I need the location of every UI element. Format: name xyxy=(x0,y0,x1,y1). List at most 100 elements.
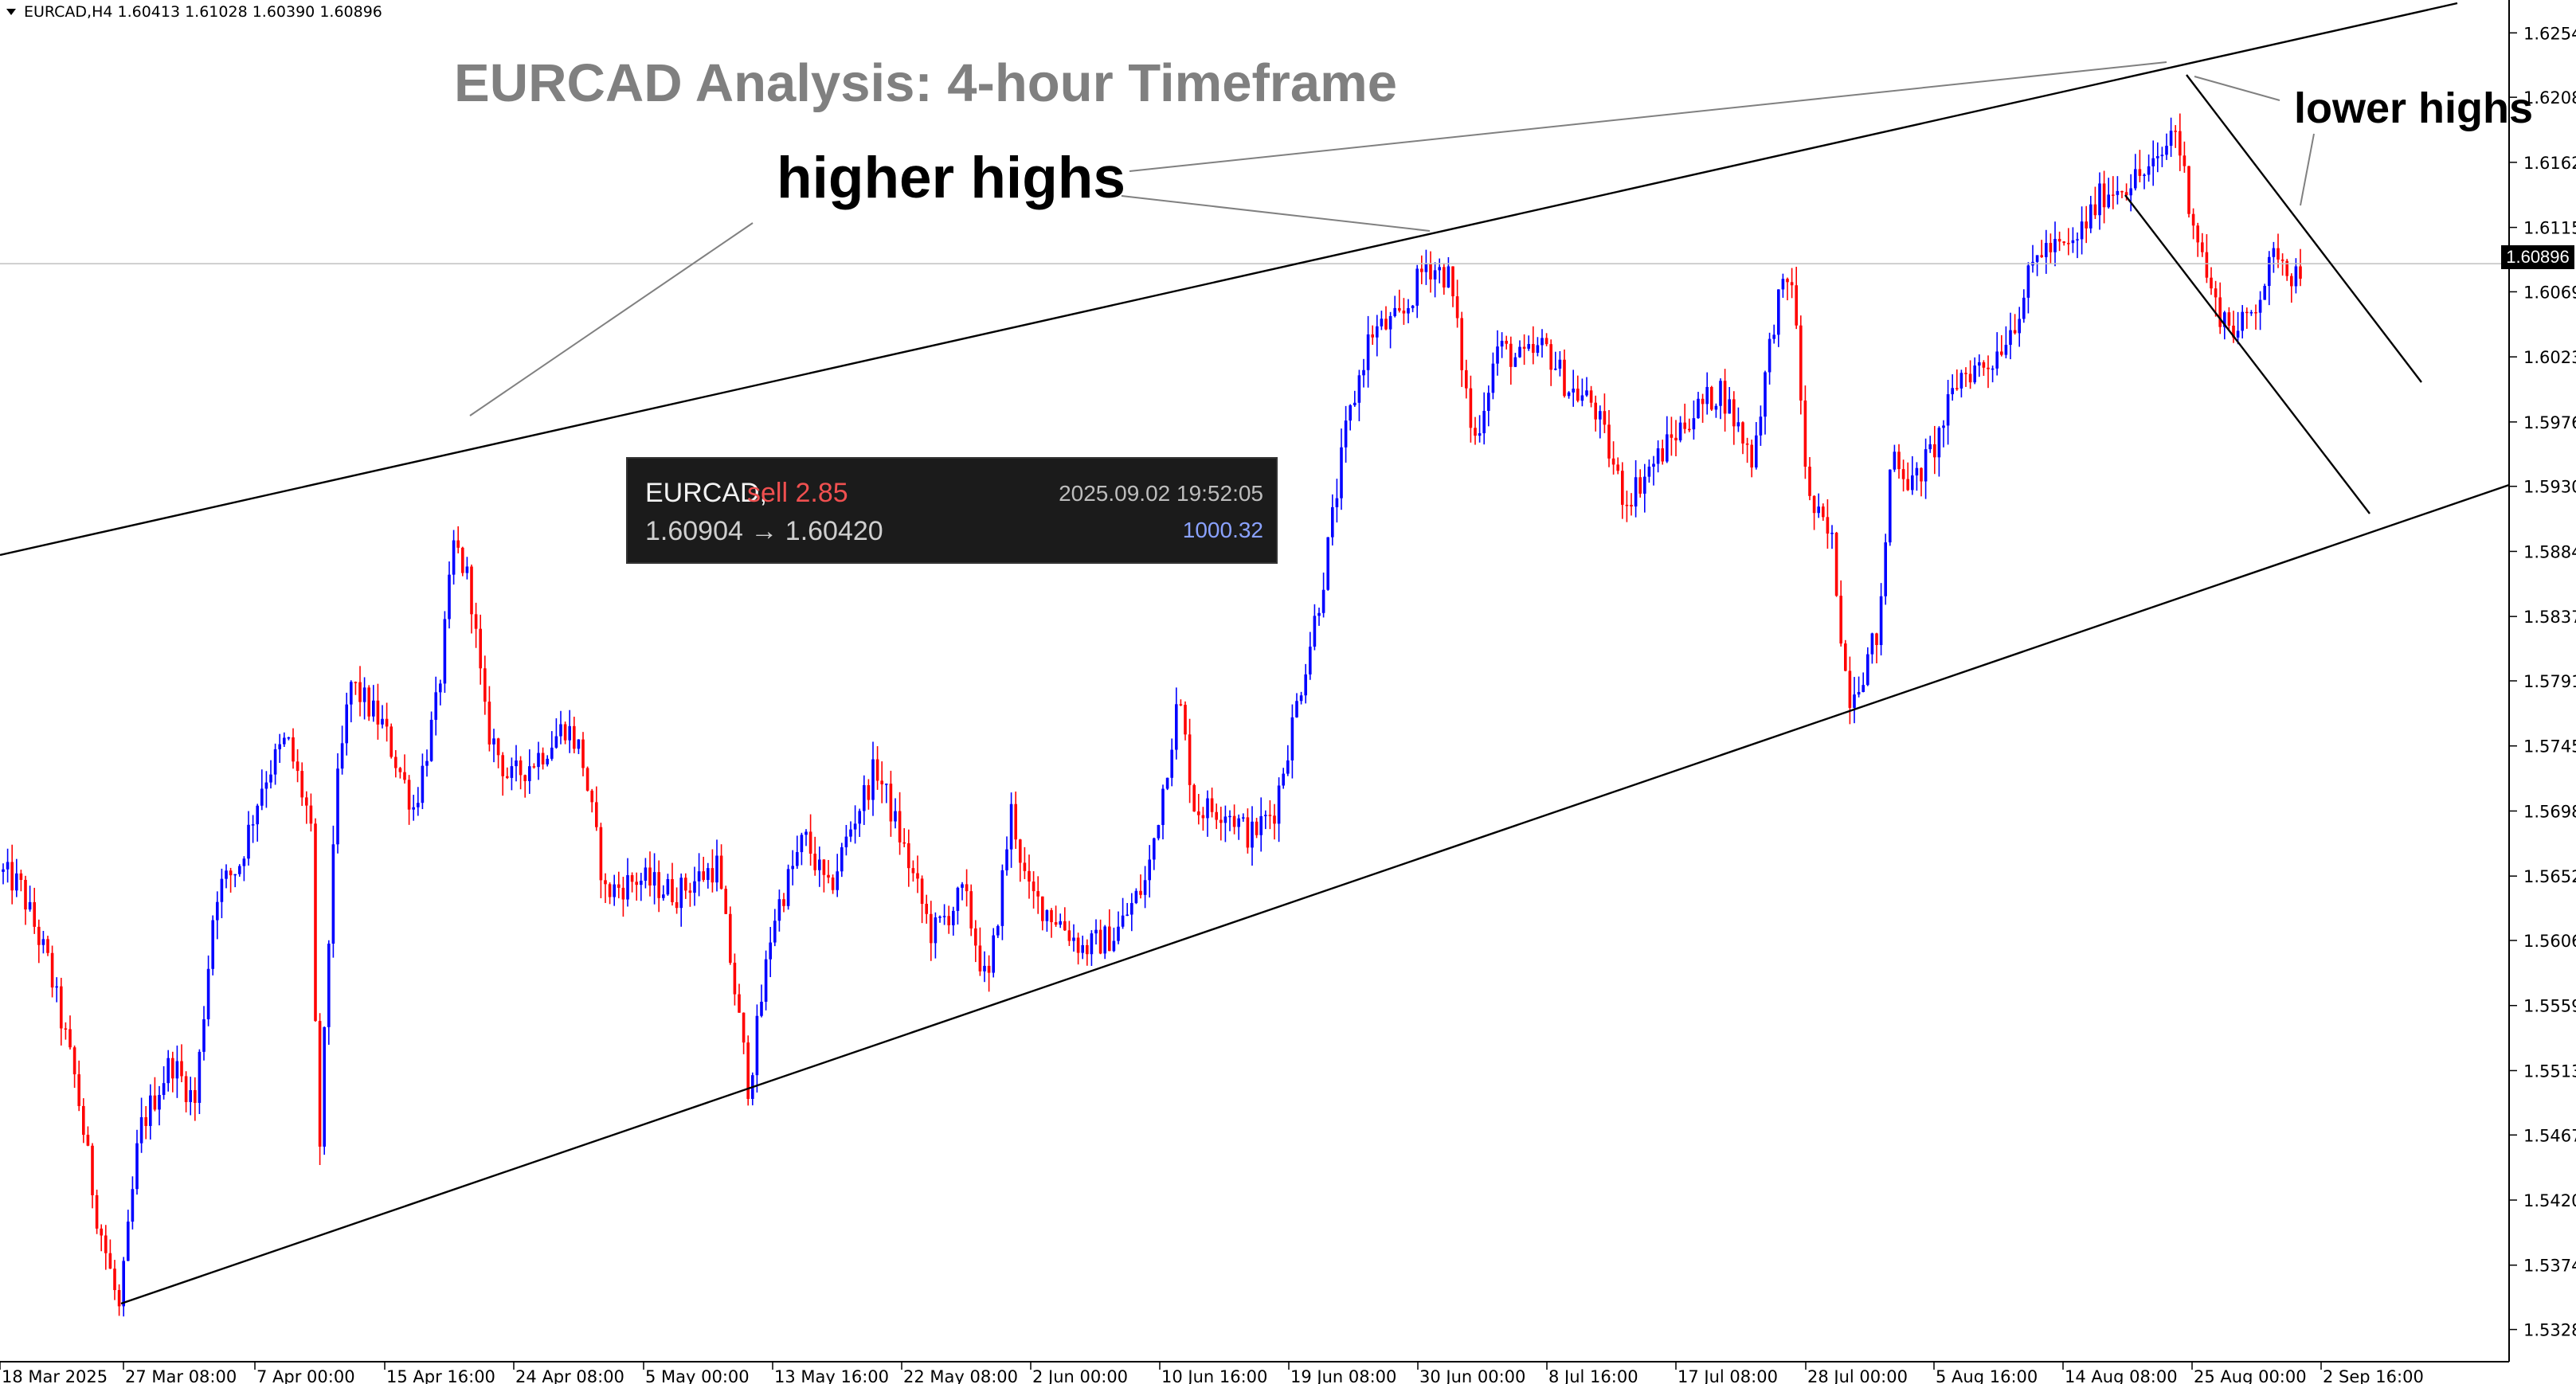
candle-body xyxy=(1175,704,1178,750)
candle-body xyxy=(1741,422,1744,444)
candle-body xyxy=(2102,183,2106,208)
candle-body xyxy=(1920,467,1923,482)
candle-body xyxy=(421,765,425,803)
candle-body xyxy=(813,854,816,870)
candle-body xyxy=(532,766,536,768)
candle-body xyxy=(1942,425,1945,428)
candle-body xyxy=(439,683,442,693)
candle-body xyxy=(1393,307,1396,316)
candle-body xyxy=(1210,798,1214,812)
candle-body xyxy=(1607,424,1611,459)
candle-body xyxy=(853,823,857,830)
candle-body xyxy=(595,802,598,827)
menu-triangle-icon[interactable] xyxy=(6,9,16,15)
candle-body xyxy=(2085,221,2088,229)
candle-body xyxy=(1371,334,1374,338)
candle-body xyxy=(796,852,799,866)
candle-body xyxy=(2107,194,2110,208)
candle-body xyxy=(1086,944,1089,955)
x-tick-label: 2 Sep 16:00 xyxy=(2323,1367,2424,1384)
candle-body xyxy=(1326,537,1329,590)
candle-body xyxy=(452,540,456,575)
candle-body xyxy=(1968,373,1972,383)
candle-body xyxy=(563,724,567,741)
candle-body xyxy=(1772,334,1775,339)
candle-body xyxy=(1255,821,1259,835)
candle-body xyxy=(2187,166,2190,214)
candle-body xyxy=(407,780,411,810)
candle-body xyxy=(461,547,464,573)
candle-body xyxy=(573,725,576,749)
candle-body xyxy=(590,790,593,803)
candle-body xyxy=(1321,589,1325,613)
candle-body xyxy=(1228,815,1231,818)
candle-body xyxy=(1884,542,1887,596)
trade-side: sell 2.85 xyxy=(747,478,848,508)
candle-body xyxy=(916,873,919,879)
candle-body xyxy=(742,1012,746,1043)
candle-body xyxy=(1924,449,1928,482)
candle-body xyxy=(1402,311,1406,314)
candle-body xyxy=(1505,340,1508,344)
candle-body xyxy=(1643,476,1646,494)
candle-body xyxy=(662,894,665,898)
trade-symbol: EURCAD, xyxy=(645,478,768,508)
candle-body xyxy=(1067,930,1071,941)
candle-body xyxy=(1206,798,1209,819)
candle-body xyxy=(1991,368,1995,370)
candle-body xyxy=(1340,447,1343,498)
candle-body xyxy=(2089,204,2093,229)
candle-body xyxy=(2290,276,2293,287)
candle-body xyxy=(1830,533,1834,534)
candle-body xyxy=(1054,922,1058,925)
candle-body xyxy=(314,823,317,1022)
candle-body xyxy=(496,738,500,756)
candle-body xyxy=(648,867,652,886)
candle-body xyxy=(1424,264,1428,272)
candle-body xyxy=(1714,405,1718,410)
candle-body xyxy=(666,878,670,895)
trade-info-box[interactable]: EURCAD, sell 2.85 1.60904 → 1.60420 2025… xyxy=(626,457,1278,564)
candle-body xyxy=(652,872,656,886)
candle-body xyxy=(885,784,888,785)
candle-body xyxy=(1875,633,1878,646)
candle-body xyxy=(2268,256,2271,287)
y-tick-label: 1.55130 xyxy=(2523,1061,2576,1081)
candle-body xyxy=(1532,344,1535,354)
candle-body xyxy=(863,785,866,811)
candle-body xyxy=(947,916,950,925)
candle-body xyxy=(1723,381,1727,414)
candle-body xyxy=(871,759,875,800)
candle-body xyxy=(1736,422,1740,427)
candle-body xyxy=(1223,816,1227,823)
candle-body xyxy=(2143,174,2146,176)
candle-body xyxy=(974,928,977,946)
y-tick-label: 1.62545 xyxy=(2523,24,2576,43)
candle-body xyxy=(858,811,861,824)
candle-body xyxy=(287,737,291,739)
candle-body xyxy=(1853,694,1856,708)
candle-body xyxy=(760,1001,763,1016)
candle-body xyxy=(715,855,718,883)
candle-body xyxy=(1313,616,1317,647)
candle-body xyxy=(2129,188,2132,196)
candle-body xyxy=(684,878,687,891)
candle-body xyxy=(1331,506,1334,538)
candle-body xyxy=(2013,330,2017,334)
candle-body xyxy=(162,1083,166,1096)
candle-body xyxy=(880,780,883,784)
candle-body xyxy=(104,1235,108,1253)
y-tick-label: 1.61620 xyxy=(2523,154,2576,173)
candle-body xyxy=(1398,307,1401,311)
candle-body xyxy=(1032,882,1035,892)
candle-body xyxy=(82,1105,85,1136)
candle-body xyxy=(180,1061,183,1077)
candle-body xyxy=(2299,266,2302,279)
candle-body xyxy=(340,743,344,769)
candle-body xyxy=(1349,405,1352,421)
candle-body xyxy=(738,994,741,1013)
candle-body xyxy=(1710,386,1713,410)
y-tick-label: 1.55595 xyxy=(2523,997,2576,1016)
candle-body xyxy=(1491,363,1495,393)
